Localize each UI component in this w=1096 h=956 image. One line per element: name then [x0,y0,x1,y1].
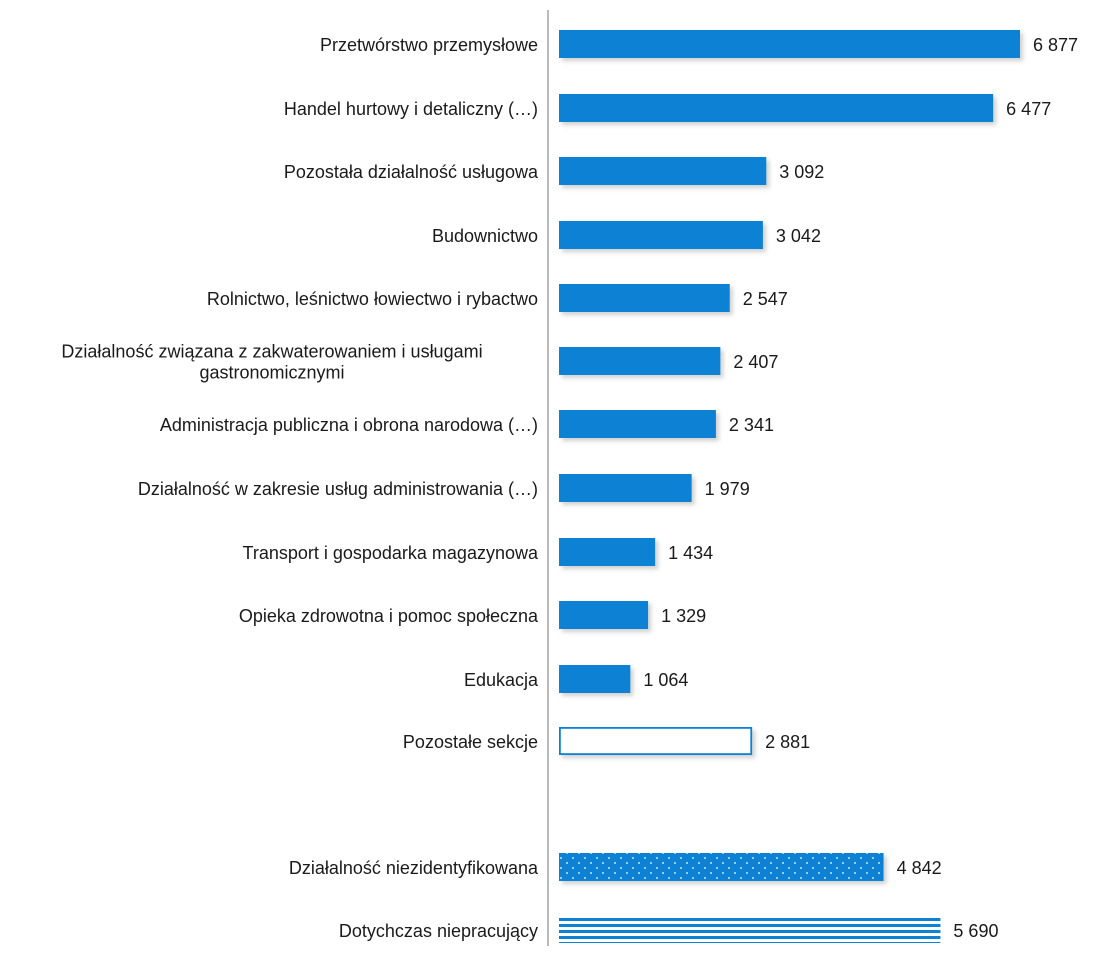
value-label: 6 477 [1006,99,1051,119]
value-label: 5 690 [953,921,998,941]
bar [559,853,884,881]
category-label: Edukacja [464,670,539,690]
bar [559,474,692,502]
bars-layer [559,30,1020,943]
category-label-line: Pozostała działalność usługowa [284,162,539,182]
value-label: 1 434 [668,543,713,563]
bar [559,284,730,312]
category-label-line: gastronomicznymi [199,363,344,383]
bar [559,727,753,756]
category-label: Dotychczas niepracujący [339,921,538,941]
bar [559,665,631,693]
value-label: 3 092 [779,162,824,182]
value-label: 1 329 [661,606,706,626]
bar [559,601,649,629]
bar [559,917,941,943]
category-label-line: Handel hurtowy i detaliczny (…) [284,99,538,119]
category-label: Administracja publiczna i obrona narodow… [160,415,538,435]
category-label-line: Administracja publiczna i obrona narodow… [160,415,538,435]
category-label: Działalność niezidentyfikowana [289,858,539,878]
value-label: 6 877 [1033,35,1078,55]
value-label: 1 979 [705,479,750,499]
bar [559,30,1020,58]
bar [559,221,763,249]
bar [559,157,767,185]
category-label-line: Rolnictwo, leśnictwo łowiectwo i rybactw… [207,289,538,309]
category-label: Transport i gospodarka magazynowa [243,543,539,563]
category-label: Budownictwo [432,226,538,246]
category-label-line: Działalność w zakresie usług administrow… [138,479,538,499]
category-label-line: Budownictwo [432,226,538,246]
category-label-line: Opieka zdrowotna i pomoc społeczna [239,606,539,626]
category-label: Przetwórstwo przemysłowe [320,35,538,55]
category-label: Handel hurtowy i detaliczny (…) [284,99,538,119]
value-label: 2 881 [765,732,810,752]
category-label-line: Dotychczas niepracujący [339,921,538,941]
category-label: Rolnictwo, leśnictwo łowiectwo i rybactw… [207,289,538,309]
value-label: 1 064 [643,670,688,690]
value-label: 2 341 [729,415,774,435]
value-label: 4 842 [897,858,942,878]
bar [559,94,994,122]
bar [559,538,656,566]
category-label: Działalność w zakresie usług administrow… [138,479,538,499]
bar [559,347,721,375]
category-label: Działalność związana z zakwaterowaniem i… [61,342,482,383]
category-label: Pozostałe sekcje [403,732,538,752]
category-label-line: Pozostałe sekcje [403,732,538,752]
category-label-line: Przetwórstwo przemysłowe [320,35,538,55]
value-label: 3 042 [776,226,821,246]
category-label-line: Działalność niezidentyfikowana [289,858,539,878]
value-label: 2 547 [743,289,788,309]
value-label: 2 407 [733,352,778,372]
category-label: Opieka zdrowotna i pomoc społeczna [239,606,539,626]
category-label: Pozostała działalność usługowa [284,162,539,182]
category-label-line: Działalność związana z zakwaterowaniem i… [61,342,482,362]
category-label-line: Edukacja [464,670,539,690]
bar [559,410,716,438]
labels-layer: 6 877 Przetwórstwo przemysłowe 6 477 Handel… [61,35,1078,941]
category-label-line: Transport i gospodarka magazynowa [243,543,539,563]
